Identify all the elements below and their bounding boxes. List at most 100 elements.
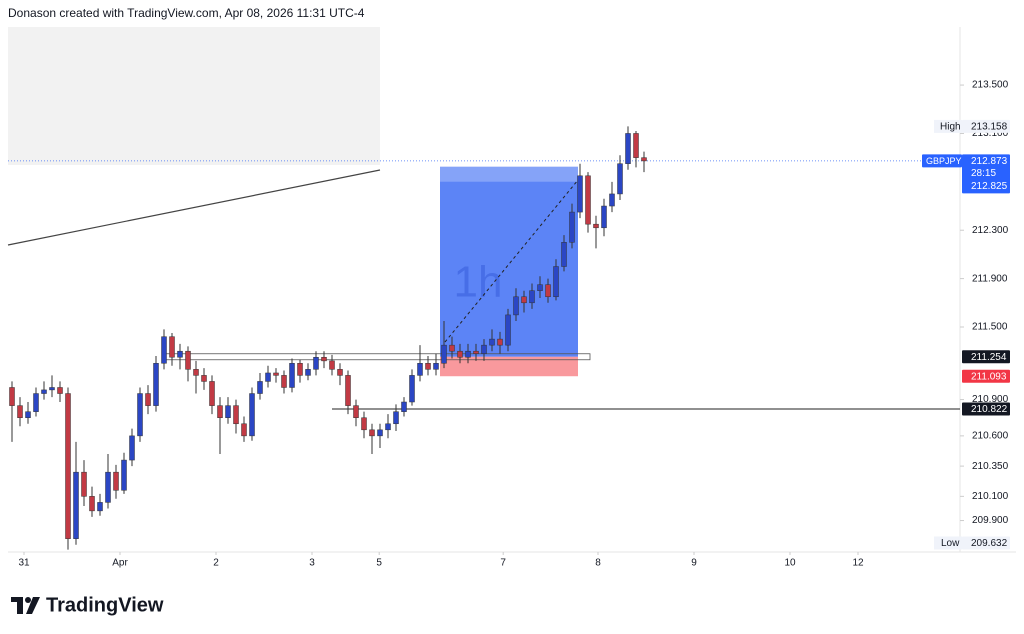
candle-body [177, 350, 183, 358]
candle-body [121, 459, 127, 491]
candle-body [97, 502, 103, 512]
y-tick-label: 213.100 [972, 128, 1009, 139]
countdown: 28:15 [971, 168, 996, 179]
candle-body [433, 363, 439, 370]
candle-body [17, 405, 23, 418]
candle-body [137, 393, 143, 437]
low-label-bg [934, 536, 962, 550]
candle-body [329, 360, 335, 370]
candle-body [73, 471, 79, 539]
candle-body [305, 369, 311, 376]
candle-body [449, 344, 455, 352]
y-tick-label: 211.500 [972, 322, 1008, 333]
hline-tag: 210.822 [971, 404, 1008, 415]
candle-body [577, 175, 583, 213]
watermark: 1h [454, 258, 503, 307]
candle-body [417, 363, 423, 376]
candle-body [561, 242, 567, 267]
candle-body [209, 381, 215, 406]
candle-body [241, 423, 247, 437]
candle-body [33, 393, 39, 412]
candle-body [265, 372, 271, 382]
candle-body [273, 372, 279, 376]
candle-body [369, 429, 375, 437]
drawing-box [8, 27, 380, 165]
candle-body [617, 163, 623, 195]
high-label-bg [934, 119, 962, 133]
candle-body [529, 290, 535, 304]
candle-body [161, 336, 167, 364]
candle-body [249, 393, 255, 437]
x-tick-label: 31 [18, 558, 30, 569]
candle-body [473, 350, 479, 354]
x-tick-label: 10 [784, 558, 796, 569]
target-tag: 212.825 [971, 181, 1008, 192]
candle-body [81, 471, 87, 497]
y-tick-label: 210.100 [972, 491, 1009, 502]
footer-logo-text: TradingView [46, 594, 164, 616]
logo-mark [25, 597, 31, 603]
position-path [444, 179, 579, 343]
candle-body [481, 344, 487, 354]
candle-body [601, 205, 607, 229]
y-tick-label: 210.350 [972, 461, 1009, 472]
candle-body [593, 223, 599, 229]
candle-body [609, 193, 615, 207]
candle-body [385, 423, 391, 431]
candle-body [441, 344, 447, 364]
candle-body [513, 296, 519, 316]
candle-body [505, 314, 511, 346]
candle-body [465, 350, 471, 358]
stop-tag: 211.093 [971, 371, 1007, 382]
high-tag: 213.158 [971, 122, 1008, 133]
hline-tag-bg [962, 402, 1010, 416]
logo-mark [11, 597, 23, 614]
candle-body [585, 175, 591, 225]
candle-body [57, 387, 63, 394]
candle-body [41, 389, 47, 394]
x-tick-label: 2 [213, 558, 219, 569]
candle-body [497, 338, 503, 346]
candle-body [545, 284, 551, 298]
candle-body [641, 157, 647, 162]
candle-body [89, 496, 95, 512]
candle-body [537, 284, 543, 291]
header: Donason created with TradingView.com, Ap… [8, 6, 365, 20]
candle-body [377, 429, 383, 437]
x-tick-label: Apr [112, 558, 128, 569]
candle-body [25, 411, 31, 418]
last-tag: 212.873 [971, 156, 1008, 167]
entry-tag-bg [962, 350, 1010, 364]
candle-body [193, 369, 199, 376]
candle-body [425, 363, 431, 370]
candle-body [297, 363, 303, 376]
x-tick-label: 12 [852, 558, 864, 569]
candle-body [153, 363, 159, 406]
candle-body [281, 375, 287, 388]
candle-body [569, 211, 575, 243]
candle-body [129, 435, 135, 461]
candle-body [313, 356, 319, 370]
candle-body [145, 393, 151, 406]
x-tick-label: 7 [500, 558, 506, 569]
candle-body [353, 405, 359, 418]
x-tick-label: 3 [309, 558, 315, 569]
candle-body [337, 369, 343, 376]
candle-body [393, 411, 399, 425]
candle-body [489, 338, 495, 346]
position-profit-top [440, 166, 578, 182]
y-tick-label: 211.900 [972, 273, 1008, 284]
high-label: High [940, 122, 961, 133]
candle-body [521, 296, 527, 304]
logo [11, 597, 40, 614]
candle-body [361, 417, 367, 431]
candle-body [289, 363, 295, 388]
candle-body [345, 375, 351, 406]
candle-body [233, 405, 239, 425]
position-loss [440, 356, 578, 377]
y-tick-label: 212.300 [972, 225, 1009, 236]
logo-mark [26, 597, 40, 614]
candle-body [257, 381, 263, 394]
candle-body [9, 387, 15, 406]
